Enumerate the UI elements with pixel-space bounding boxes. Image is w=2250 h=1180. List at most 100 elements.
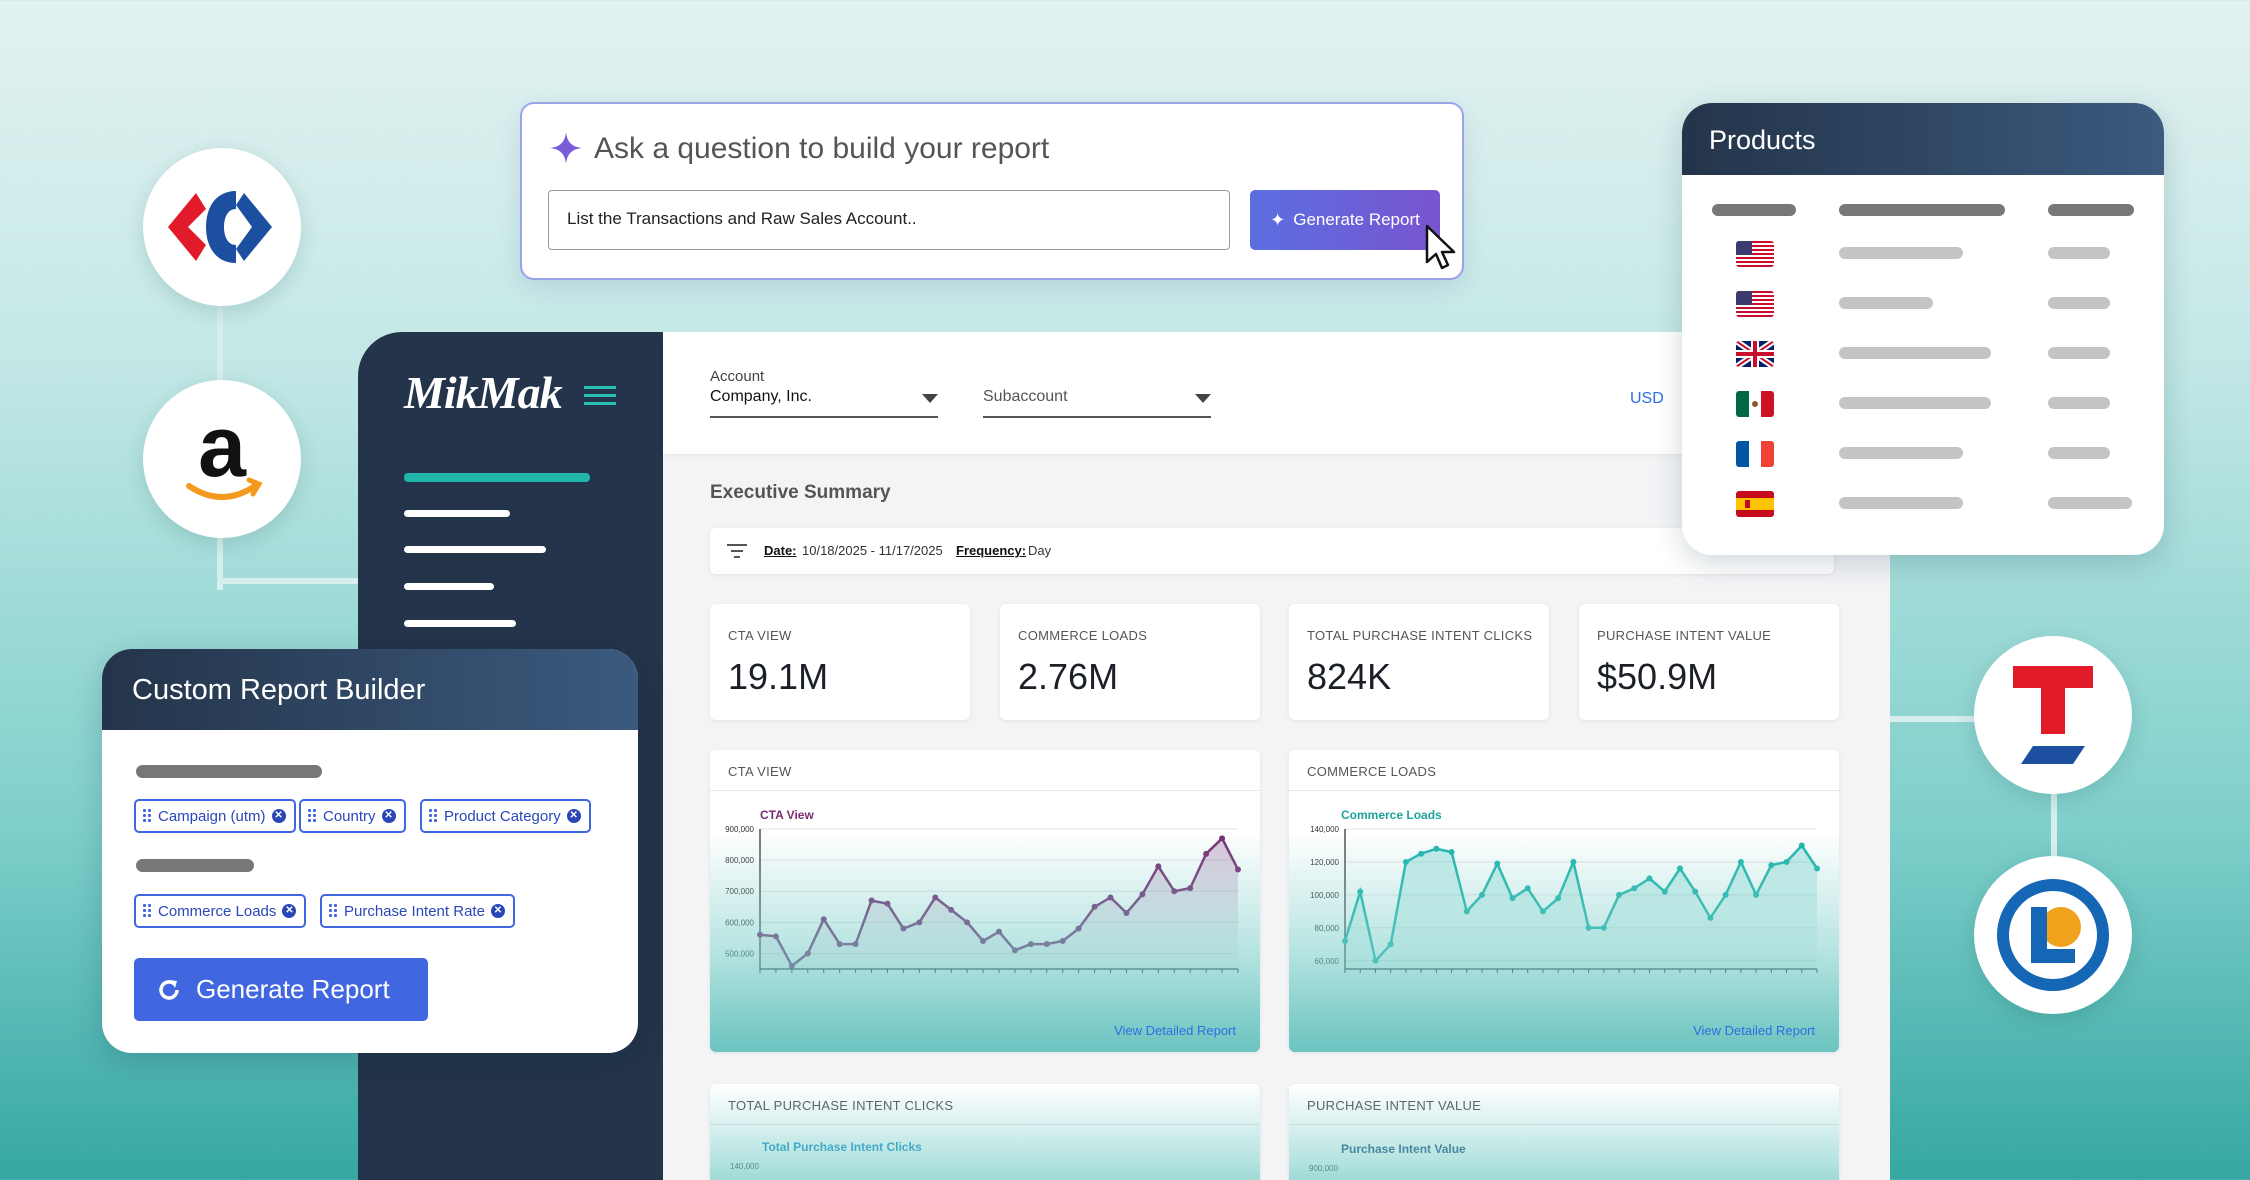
data-point[interactable] [1123, 910, 1130, 916]
data-point[interactable] [1524, 885, 1531, 892]
data-point[interactable] [852, 941, 859, 948]
data-point[interactable] [1676, 865, 1683, 872]
frequency-label: Frequency: [956, 543, 1027, 558]
chip-country[interactable]: Country ✕ [299, 799, 406, 833]
data-point[interactable] [772, 933, 779, 940]
data-point[interactable] [884, 900, 891, 907]
chevron-down-icon [922, 394, 938, 403]
data-point[interactable] [1692, 888, 1699, 895]
chip-product-category[interactable]: Product Category ✕ [420, 799, 591, 833]
data-point[interactable] [1753, 891, 1760, 898]
y-tick-label: 60,000 [1315, 957, 1340, 966]
data-point[interactable] [1616, 891, 1623, 898]
generate-report-button[interactable]: ✦ Generate Report [1250, 190, 1440, 250]
data-point[interactable] [1372, 957, 1379, 964]
chip-campaign[interactable]: Campaign (utm) ✕ [134, 799, 296, 833]
data-point[interactable] [1011, 947, 1018, 954]
data-point[interactable] [1646, 875, 1653, 882]
data-point[interactable] [996, 928, 1002, 935]
subaccount-select[interactable]: Subaccount [983, 388, 1211, 418]
kpi-card[interactable]: COMMERCE LOADS 2.76M [1000, 604, 1260, 720]
data-point[interactable] [1600, 924, 1607, 931]
chart-series-title: CTA View [760, 808, 814, 822]
data-point[interactable] [1448, 849, 1455, 856]
data-point[interactable] [1555, 895, 1562, 902]
data-point[interactable] [1722, 891, 1729, 898]
data-point[interactable] [1661, 888, 1668, 895]
data-point[interactable] [1235, 866, 1241, 873]
close-icon[interactable]: ✕ [381, 809, 396, 823]
data-point[interactable] [1357, 888, 1364, 895]
data-point[interactable] [1402, 858, 1409, 865]
data-point[interactable] [1570, 858, 1577, 865]
data-point[interactable] [900, 925, 907, 932]
data-point[interactable] [1433, 845, 1440, 852]
data-point[interactable] [948, 906, 955, 913]
close-icon[interactable]: ✕ [566, 809, 581, 823]
view-detailed-report-link[interactable]: View Detailed Report [1114, 1023, 1236, 1038]
data-point[interactable] [1798, 842, 1805, 849]
data-point[interactable] [1737, 858, 1744, 865]
data-point[interactable] [836, 941, 843, 948]
data-point[interactable] [916, 919, 923, 926]
data-point[interactable] [788, 962, 795, 969]
data-point[interactable] [1091, 903, 1098, 910]
data-point[interactable] [1494, 860, 1501, 867]
data-point[interactable] [1203, 850, 1210, 857]
data-point[interactable] [1783, 858, 1790, 865]
data-point[interactable] [1059, 938, 1066, 944]
menu-icon[interactable] [584, 386, 616, 406]
data-point[interactable] [1043, 941, 1050, 948]
data-point[interactable] [757, 931, 763, 938]
data-point[interactable] [1219, 835, 1226, 842]
data-point[interactable] [1585, 924, 1592, 931]
data-point[interactable] [980, 938, 987, 944]
chip-commerce-loads[interactable]: Commerce Loads ✕ [134, 894, 307, 928]
kpi-card[interactable]: TOTAL PURCHASE INTENT CLICKS 824K [1289, 604, 1549, 720]
filter-bar[interactable]: Date: 10/18/2025 - 11/17/2025 Frequency:… [710, 528, 1834, 574]
data-point[interactable] [964, 919, 971, 926]
close-icon[interactable]: ✕ [271, 809, 286, 823]
filter-icon[interactable] [727, 544, 747, 558]
flag-fr-icon [1736, 441, 1774, 467]
builder-generate-report-button[interactable]: Generate Report [134, 958, 428, 1021]
view-detailed-report-link[interactable]: View Detailed Report [1693, 1023, 1815, 1038]
kpi-card[interactable]: PURCHASE INTENT VALUE $50.9M [1579, 604, 1839, 720]
data-point[interactable] [804, 950, 811, 957]
nav-item[interactable] [404, 510, 510, 517]
data-point[interactable] [820, 916, 827, 923]
data-point[interactable] [1027, 941, 1034, 948]
question-input[interactable]: List the Transactions and Raw Sales Acco… [548, 190, 1230, 250]
product-value-placeholder [2048, 247, 2110, 259]
data-point[interactable] [1509, 895, 1516, 902]
data-point[interactable] [1171, 888, 1178, 895]
data-point[interactable] [1631, 885, 1638, 892]
data-point[interactable] [1539, 908, 1546, 915]
data-point[interactable] [1155, 863, 1162, 870]
data-point[interactable] [1418, 850, 1425, 857]
close-icon[interactable]: ✕ [490, 904, 505, 918]
data-point[interactable] [932, 894, 939, 901]
product-name-placeholder [1839, 447, 1963, 459]
close-icon[interactable]: ✕ [282, 904, 297, 918]
data-point[interactable] [1139, 891, 1146, 898]
data-point[interactable] [1707, 914, 1714, 921]
nav-item[interactable] [404, 620, 516, 627]
data-point[interactable] [1342, 938, 1348, 944]
data-point[interactable] [1107, 894, 1114, 901]
nav-item[interactable] [404, 546, 546, 553]
kpi-card[interactable]: CTA VIEW 19.1M [710, 604, 970, 720]
data-point[interactable] [868, 897, 875, 904]
data-point[interactable] [1814, 865, 1820, 872]
nav-item-active[interactable] [404, 473, 590, 482]
data-point[interactable] [1387, 941, 1394, 948]
data-point[interactable] [1463, 908, 1470, 915]
currency-selector[interactable]: USD [1630, 390, 1664, 407]
account-select[interactable]: Company, Inc. [710, 388, 938, 418]
data-point[interactable] [1479, 891, 1486, 898]
nav-item[interactable] [404, 583, 494, 590]
data-point[interactable] [1075, 925, 1082, 932]
data-point[interactable] [1187, 885, 1194, 892]
chip-purchase-intent-rate[interactable]: Purchase Intent Rate ✕ [320, 894, 515, 928]
data-point[interactable] [1768, 862, 1775, 869]
